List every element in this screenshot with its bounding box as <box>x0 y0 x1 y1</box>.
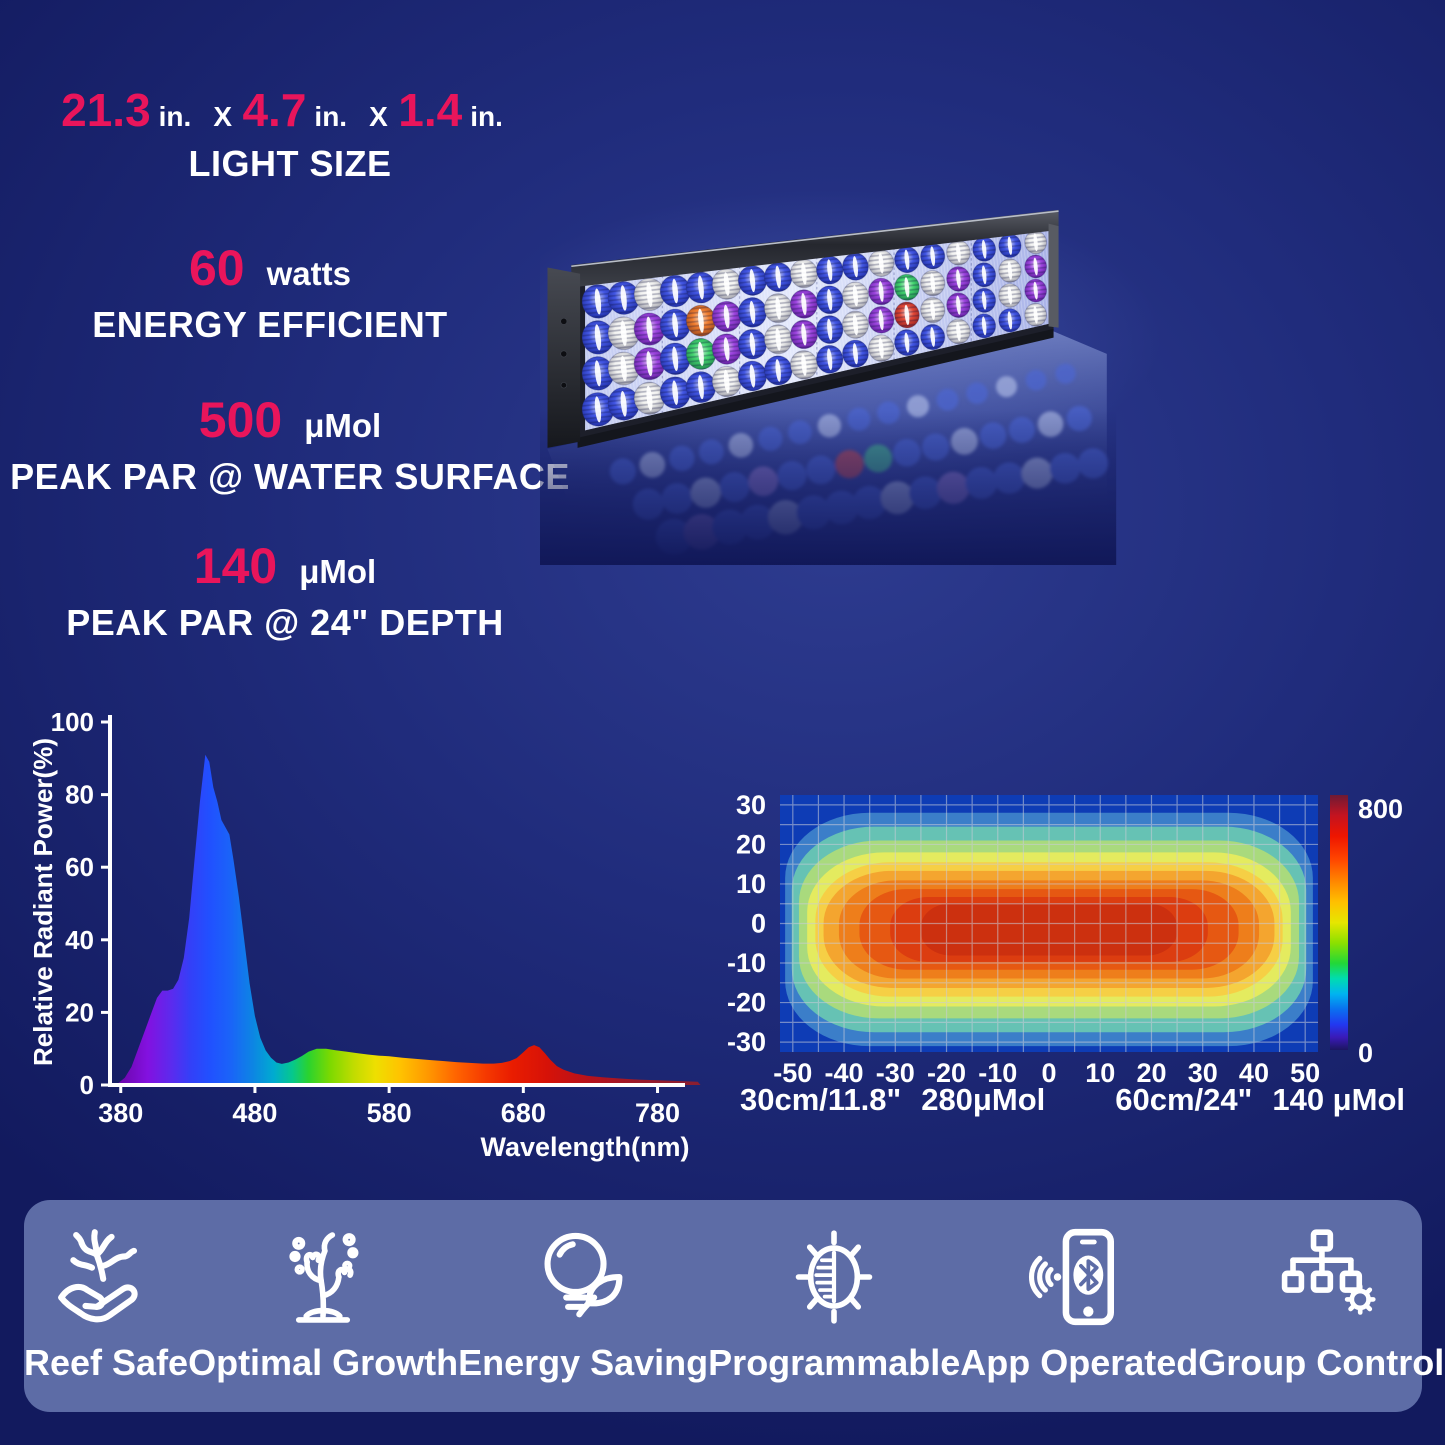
spectrum-area <box>107 754 701 1085</box>
heatmap-xtick: -30 <box>876 1058 915 1088</box>
par-depth-label: PEAK PAR @ 24" DEPTH <box>66 601 504 643</box>
heatmap-colorbar <box>1330 795 1348 1050</box>
heatmap-caption-30cm: 30cm/11.8" 280μMol <box>739 1082 1046 1117</box>
heatmap-xtick: -20 <box>927 1058 966 1088</box>
heatmap-ytick: -30 <box>727 1027 766 1057</box>
watts-value: 60 <box>189 240 245 296</box>
fixture-bottom-rail <box>577 328 1054 448</box>
wattage-label: ENERGY EFFICIENT <box>92 303 448 345</box>
heatmap-caption: 30cm/11.8" 280μMol 60cm/24" 140 μMol <box>700 1082 1445 1118</box>
fixture-right-cap <box>1048 223 1059 328</box>
spectrum-ylabel: Relative Radiant Power(%) <box>30 738 58 1066</box>
fixture-top-rail <box>571 209 1059 288</box>
par-surface-value: 500 <box>198 392 283 448</box>
spectrum-ytick: 40 <box>65 925 94 955</box>
heatmap-xtick: 50 <box>1290 1058 1320 1088</box>
heatmap-ytick: 0 <box>751 908 766 938</box>
fixture-left-cap <box>547 267 581 448</box>
par-surface-spec: 500 μMol PEAK PAR @ WATER SURFACE <box>10 392 570 497</box>
heatmap-xtick: -50 <box>773 1058 812 1088</box>
energy-saving-icon <box>527 1220 639 1334</box>
watts-unit: watts <box>266 255 351 292</box>
spectrum-xtick: 480 <box>232 1098 277 1128</box>
heatmap-caption-60cm: 60cm/24" 140 μMol <box>1115 1082 1406 1117</box>
spectrum-ytick: 20 <box>65 997 94 1027</box>
colorbar-max-label: 800 <box>1358 794 1403 824</box>
par-depth-unit: μMol <box>299 553 377 590</box>
light-size-label: LIGHT SIZE <box>188 142 392 184</box>
heatmap-xtick: -10 <box>978 1058 1017 1088</box>
programmable-icon <box>778 1220 890 1334</box>
par-depth-value: 140 <box>193 538 278 594</box>
spectrum-xtick: 580 <box>367 1098 412 1128</box>
par-surface-label: PEAK PAR @ WATER SURFACE <box>10 455 570 497</box>
heatmap-ytick: -10 <box>727 948 766 978</box>
heatmap-xtick: 0 <box>1041 1058 1056 1088</box>
led-array <box>581 230 1048 427</box>
size-height: 1.4 <box>398 84 463 136</box>
spectrum-xtick: 380 <box>98 1098 143 1128</box>
app-operated-icon <box>1023 1220 1135 1334</box>
feature-app-operated: App Operated <box>960 1200 1198 1412</box>
light-size-values: 21.3 in. X 4.7 in. X 1.4 in. <box>61 84 503 136</box>
feature-group-control: Group Control <box>1198 1200 1444 1412</box>
heatmap-xtick: 10 <box>1085 1058 1115 1088</box>
feature-energy-saving: Energy Saving <box>458 1200 708 1412</box>
feature-label: Group Control <box>1198 1342 1445 1383</box>
feature-bar: Reef Safe Optimal Growth <box>24 1200 1444 1412</box>
heatmap-ytick: 10 <box>736 869 766 899</box>
feature-label: Optimal Growth <box>188 1342 459 1383</box>
feature-label: App Operated <box>960 1342 1199 1383</box>
spectrum-xtick: 680 <box>501 1098 546 1128</box>
wattage-spec: 60 watts ENERGY EFFICIENT <box>0 240 540 345</box>
heatmap-xtick: 30 <box>1188 1058 1218 1088</box>
group-control-icon <box>1265 1220 1377 1334</box>
heatmap-ytick: 30 <box>736 790 766 820</box>
spectrum-ytick: 100 <box>51 707 94 737</box>
heatmap-xtick: -40 <box>825 1058 864 1088</box>
feature-label: Programmable <box>708 1342 961 1383</box>
heatmap-grid <box>780 795 1318 1052</box>
feature-optimal-growth: Optimal Growth <box>188 1200 458 1412</box>
colorbar-min-label: 0 <box>1358 1038 1373 1068</box>
size-width: 4.7 <box>242 84 307 136</box>
par-heatmap-chart: -50 -40 -30 -20 -10 0 10 20 30 40 503020100-10-20-… <box>727 790 1403 1088</box>
heatmap-xtick: 40 <box>1239 1058 1269 1088</box>
spectrum-ytick: 0 <box>80 1070 94 1100</box>
optimal-growth-icon <box>267 1220 379 1334</box>
size-length: 21.3 <box>61 84 151 136</box>
par-depth-spec: 140 μMol PEAK PAR @ 24" DEPTH <box>10 538 560 643</box>
heatmap-ytick: -20 <box>727 988 766 1018</box>
heatmap-xtick: 20 <box>1136 1058 1166 1088</box>
feature-label: Reef Safe <box>24 1342 189 1383</box>
heatmap-ytick: 20 <box>736 829 766 859</box>
spectrum-chart: 0 20 40 60 80 100 380 480 580 680 780 Wavelength(nm… <box>30 707 701 1162</box>
spectrum-ytick: 80 <box>65 780 94 810</box>
spectrum-xtick: 780 <box>635 1098 680 1128</box>
feature-reef-safe: Reef Safe <box>24 1200 188 1412</box>
reef-safe-icon <box>50 1220 162 1334</box>
light-size-spec: 21.3 in. X 4.7 in. X 1.4 in. LIGHT SIZE <box>25 84 555 184</box>
feature-label: Energy Saving <box>458 1342 709 1383</box>
spectrum-ytick: 60 <box>65 852 94 882</box>
spectrum-xlabel: Wavelength(nm) <box>481 1132 690 1162</box>
par-surface-unit: μMol <box>304 407 382 444</box>
led-light-fixture-photo <box>540 189 1164 565</box>
feature-programmable: Programmable <box>708 1200 960 1412</box>
